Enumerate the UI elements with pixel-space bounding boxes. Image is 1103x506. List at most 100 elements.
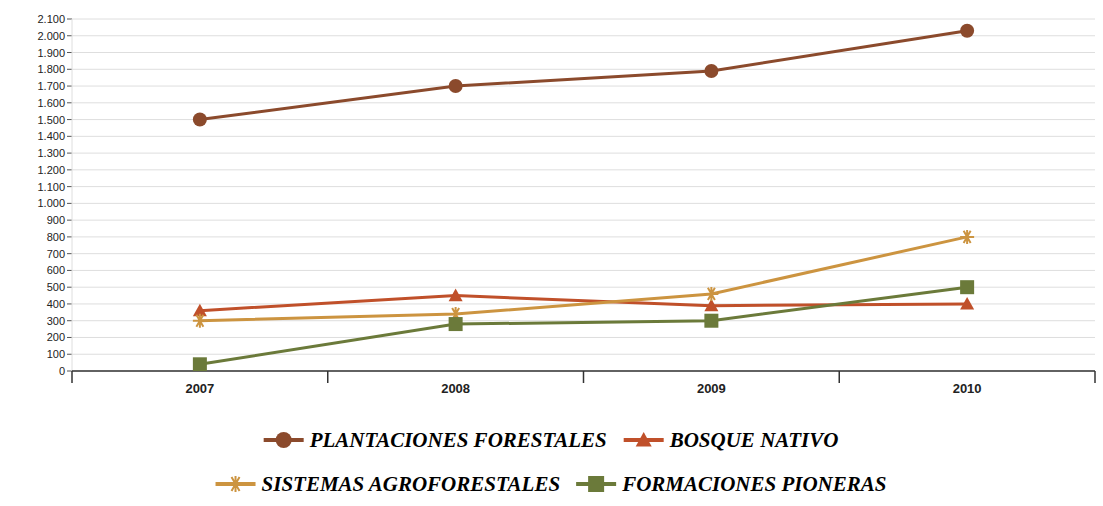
y-tick [67,287,72,288]
grid-line [72,102,1095,103]
y-tick [67,86,72,87]
y-tick-label: 1.600 [37,97,65,109]
grid-line [72,119,1095,120]
series [193,24,974,127]
point [449,289,463,302]
y-tick-label: 100 [47,348,65,360]
point [960,297,974,310]
y-tick [67,136,72,137]
plot-area [193,24,974,371]
grid-line [72,86,1095,87]
point [704,314,718,328]
point [960,230,974,244]
y-tick-label: 1.300 [37,147,65,159]
grid-line [72,136,1095,137]
point [193,113,207,127]
y-tick [67,236,72,237]
y-tick-label: 300 [47,315,65,327]
point [449,79,463,93]
x-tick-label: 2009 [697,381,726,396]
grid-line [72,253,1095,254]
x-axis: 2007200820092010 [72,371,1095,396]
series-line [200,31,967,120]
point [449,317,463,331]
grid-line [72,69,1095,70]
y-tick-label: 1.700 [37,80,65,92]
y-tick [67,19,72,20]
y-tick [67,119,72,120]
grid-line [72,236,1095,237]
x-tick [327,371,329,383]
grid-line [72,186,1095,187]
grid-line [72,220,1095,221]
y-tick-label: 0 [59,365,65,377]
legend-entry: FORMACIONES PIONERAS [576,472,886,496]
x-tick [839,371,841,383]
y-tick [67,52,72,53]
y-tick [67,153,72,154]
y-tick [67,320,72,321]
y-tick [67,203,72,204]
y-tick [67,69,72,70]
y-tick-label: 2.100 [37,13,65,25]
legend-marker [228,476,244,492]
grid-line [72,337,1095,338]
grid-line [72,169,1095,170]
y-tick [67,270,72,271]
legend-label: PLANTACIONES FORESTALES [309,428,607,452]
y-tick-label: 1.500 [37,114,65,126]
legend-label: FORMACIONES PIONERAS [621,472,886,496]
y-tick [67,253,72,254]
point [960,24,974,38]
legend-row: PLANTACIONES FORESTALES BOSQUE NATIVO [264,428,839,452]
y-tick-label: 900 [47,214,65,226]
y-tick-label: 1.200 [37,164,65,176]
grid-line [72,270,1095,271]
series-line [200,287,967,364]
y-axis-line [72,19,73,371]
grid-line [72,19,1095,20]
legend-marker [636,432,652,446]
y-tick [67,354,72,355]
grid-line [72,354,1095,355]
series [193,280,974,371]
legend-marker [588,476,604,492]
y-tick-label: 1.100 [37,181,65,193]
chart: 01002003004005006007008009001.0001.1001.… [0,0,1103,506]
y-tick-label: 700 [47,248,65,260]
y-tick [67,102,72,103]
legend-entry: PLANTACIONES FORESTALES [264,428,607,452]
y-tick-label: 1.800 [37,63,65,75]
legend-entry: BOSQUE NATIVO [624,428,839,452]
point [704,287,718,301]
y-tick [67,35,72,36]
point [193,314,207,328]
y-tick [67,337,72,338]
y-tick-label: 400 [47,298,65,310]
y-tick [67,169,72,170]
legend: PLANTACIONES FORESTALES BOSQUE NATIVO SIST… [216,428,887,496]
y-tick-label: 1.900 [37,47,65,59]
x-tick [1094,371,1096,383]
series-line [200,237,967,321]
point [704,64,718,78]
grid-line [72,287,1095,288]
x-tick [71,371,73,383]
point [193,357,207,371]
y-tick-label: 1.400 [37,130,65,142]
legend-row: SISTEMAS AGROFORESTALES FORMACIONES PIONE… [216,472,887,496]
x-tick [583,371,585,383]
legend-entry: SISTEMAS AGROFORESTALES [216,472,561,496]
legend-label: SISTEMAS AGROFORESTALES [262,472,561,496]
y-tick-label: 2.000 [37,30,65,42]
y-tick-label: 1.000 [37,197,65,209]
y-tick-label: 800 [47,231,65,243]
point [960,280,974,294]
y-tick-label: 600 [47,264,65,276]
x-tick-label: 2007 [185,381,214,396]
y-tick [67,303,72,304]
legend-label: BOSQUE NATIVO [669,428,839,452]
x-tick-label: 2008 [441,381,470,396]
y-tick [67,186,72,187]
y-axis: 01002003004005006007008009001.0001.1001.… [37,13,1095,377]
